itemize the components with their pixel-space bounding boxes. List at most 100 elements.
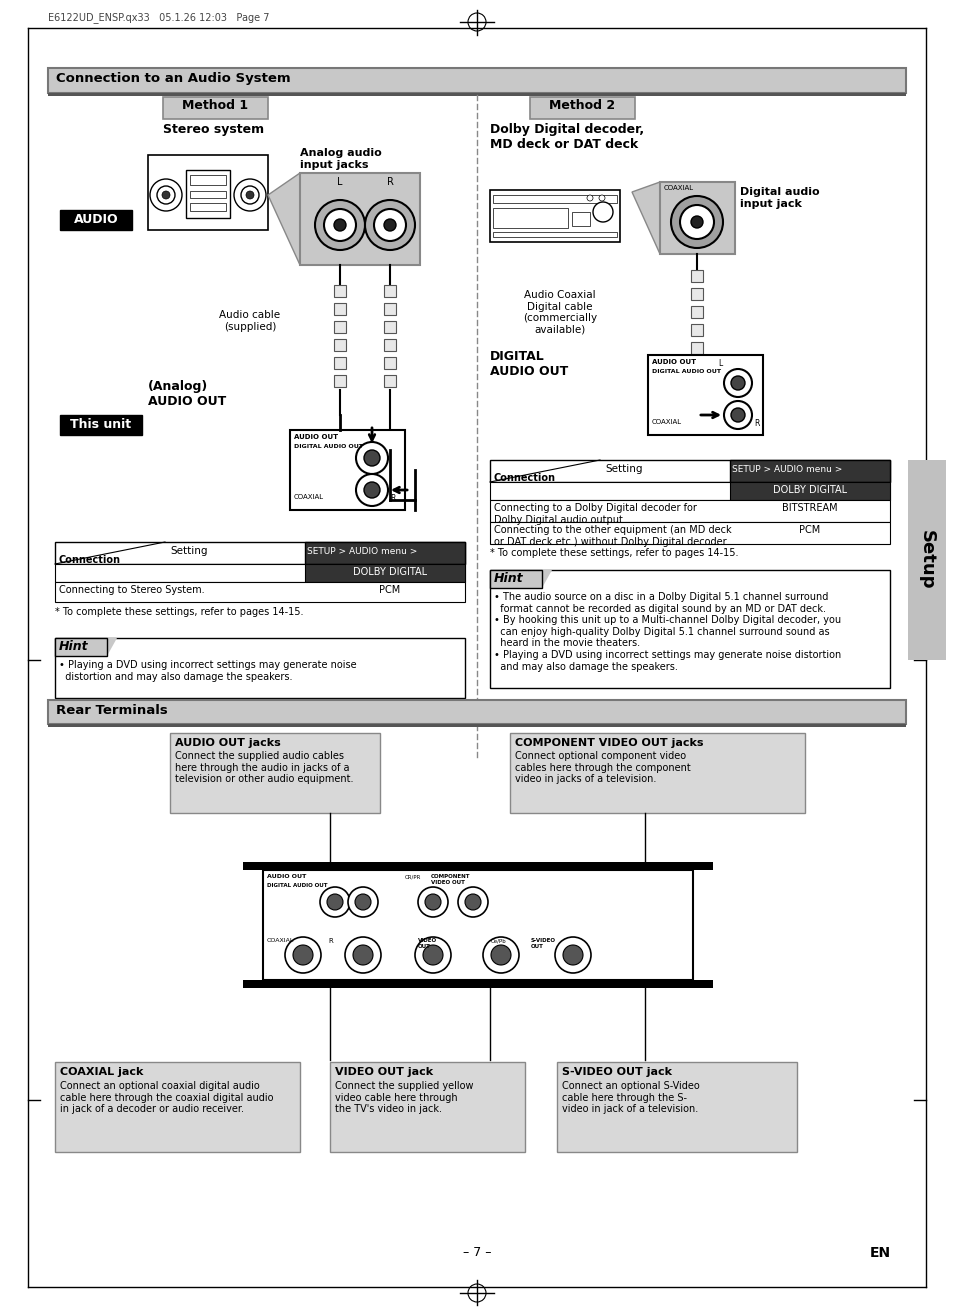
Circle shape — [319, 888, 350, 917]
Text: S-VIDEO OUT jack: S-VIDEO OUT jack — [561, 1066, 671, 1077]
Polygon shape — [631, 181, 734, 254]
Circle shape — [364, 450, 379, 466]
Circle shape — [162, 191, 170, 199]
Bar — [243, 863, 712, 871]
Bar — [490, 500, 889, 522]
Circle shape — [246, 191, 253, 199]
Circle shape — [334, 220, 346, 231]
Text: DIGITAL
AUDIO OUT: DIGITAL AUDIO OUT — [490, 350, 568, 377]
Text: Connection: Connection — [494, 473, 556, 483]
Text: Audio cable
(supplied): Audio cable (supplied) — [219, 310, 280, 331]
Bar — [55, 542, 464, 564]
Bar — [490, 483, 889, 500]
Text: This unit: This unit — [71, 418, 132, 431]
Text: * To complete these settings, refer to pages 14-15.: * To complete these settings, refer to p… — [490, 548, 738, 558]
Text: VIDEO
OUT: VIDEO OUT — [417, 938, 436, 949]
Bar — [170, 732, 379, 813]
Text: – 7 –: – 7 – — [462, 1247, 491, 1258]
Bar — [493, 231, 617, 237]
Bar — [384, 302, 395, 316]
Text: Connection: Connection — [59, 555, 121, 565]
Circle shape — [355, 442, 388, 473]
Text: Audio Coaxial
Digital cable
(commercially
available): Audio Coaxial Digital cable (commerciall… — [522, 291, 597, 335]
Text: EN: EN — [869, 1247, 890, 1260]
Text: DOLBY DIGITAL: DOLBY DIGITAL — [353, 567, 427, 577]
Text: • The audio source on a disc in a Dolby Digital 5.1 channel surround
  format ca: • The audio source on a disc in a Dolby … — [494, 592, 841, 672]
Bar — [48, 725, 905, 727]
Bar — [557, 1063, 796, 1152]
Text: Rear Terminals: Rear Terminals — [56, 704, 168, 717]
Circle shape — [730, 376, 744, 391]
Bar — [490, 460, 889, 483]
Text: R: R — [390, 494, 395, 504]
Bar — [490, 522, 889, 544]
Circle shape — [670, 196, 722, 249]
Text: * To complete these settings, refer to pages 14-15.: * To complete these settings, refer to p… — [55, 608, 303, 617]
Text: Connect the supplied audio cables
here through the audio in jacks of a
televisio: Connect the supplied audio cables here t… — [174, 751, 354, 784]
Text: Connect an optional S-Video
cable here through the S-
video in jack of a televis: Connect an optional S-Video cable here t… — [561, 1081, 699, 1114]
Bar — [384, 285, 395, 297]
Bar — [334, 302, 346, 316]
Bar — [55, 583, 464, 602]
Bar — [493, 195, 617, 203]
Text: Dolby Digital decoder,
MD deck or DAT deck: Dolby Digital decoder, MD deck or DAT de… — [490, 124, 643, 151]
Text: Hint: Hint — [494, 572, 523, 585]
Text: PCM: PCM — [379, 585, 400, 594]
Text: DIGITAL AUDIO OUT: DIGITAL AUDIO OUT — [294, 444, 363, 448]
Text: Connecting to a Dolby Digital decoder for
Dolby Digital audio output.: Connecting to a Dolby Digital decoder fo… — [494, 504, 696, 525]
Circle shape — [314, 200, 365, 250]
Text: R: R — [386, 178, 393, 187]
Text: COAXIAL: COAXIAL — [651, 419, 681, 425]
Polygon shape — [490, 569, 552, 588]
Text: AUDIO OUT: AUDIO OUT — [267, 874, 306, 878]
Circle shape — [157, 185, 174, 204]
Text: (Analog)
AUDIO OUT: (Analog) AUDIO OUT — [148, 380, 226, 408]
Polygon shape — [268, 174, 419, 266]
Text: VIDEO OUT jack: VIDEO OUT jack — [335, 1066, 433, 1077]
Circle shape — [353, 945, 373, 965]
Bar — [530, 97, 635, 118]
Text: Method 2: Method 2 — [548, 99, 615, 112]
Bar — [48, 93, 905, 96]
Text: COMPONENT
VIDEO OUT: COMPONENT VIDEO OUT — [431, 874, 470, 885]
Bar — [690, 306, 702, 318]
Circle shape — [324, 209, 355, 241]
Circle shape — [690, 216, 702, 227]
Circle shape — [374, 209, 406, 241]
Bar — [907, 460, 945, 660]
Bar — [60, 210, 132, 230]
Bar — [55, 564, 464, 583]
Bar — [384, 321, 395, 333]
Bar — [60, 416, 142, 435]
Text: DIGITAL AUDIO OUT: DIGITAL AUDIO OUT — [651, 370, 720, 373]
Circle shape — [364, 483, 379, 498]
Bar — [243, 980, 712, 988]
Circle shape — [586, 195, 593, 201]
Bar — [729, 460, 889, 483]
Text: AUDIO: AUDIO — [73, 213, 118, 226]
Text: Connection to an Audio System: Connection to an Audio System — [56, 72, 291, 85]
Bar — [263, 871, 692, 980]
Bar — [148, 155, 268, 230]
Text: BITSTREAM: BITSTREAM — [781, 504, 837, 513]
Text: Setup: Setup — [917, 530, 935, 589]
Text: PCM: PCM — [799, 525, 820, 535]
Circle shape — [365, 200, 415, 250]
Bar — [384, 375, 395, 387]
Bar — [384, 356, 395, 370]
Text: Method 1: Method 1 — [182, 99, 248, 112]
Bar — [510, 732, 804, 813]
Bar — [305, 564, 464, 583]
Text: R: R — [753, 419, 759, 427]
Bar — [659, 181, 734, 254]
Bar — [55, 1063, 299, 1152]
Bar — [299, 174, 419, 266]
Bar — [55, 638, 464, 698]
Circle shape — [482, 938, 518, 973]
Bar — [490, 569, 541, 588]
Circle shape — [424, 894, 440, 910]
Circle shape — [233, 179, 266, 210]
Bar — [330, 1063, 524, 1152]
Bar — [490, 189, 619, 242]
Bar — [729, 483, 889, 500]
